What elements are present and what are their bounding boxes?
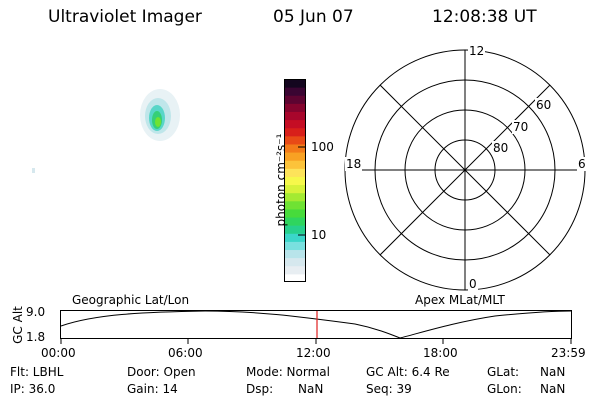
colorbar-stripe xyxy=(284,233,306,242)
timeline-plot xyxy=(60,310,572,344)
colorbar-stripe xyxy=(284,241,306,251)
colorbar xyxy=(284,79,306,282)
glon-value: NaN xyxy=(540,382,566,396)
timeline-right-title: Apex MLat/MLT xyxy=(415,293,505,307)
ip-info: IP: 36.0 xyxy=(10,382,56,396)
x-tick-label-1800: 18:00 xyxy=(423,346,458,360)
seq-info: Seq: 39 xyxy=(366,382,412,396)
polar-diagonal-2 xyxy=(379,84,551,256)
polar-lat-80: 80 xyxy=(492,141,510,155)
colorbar-tick-label-10: 10 xyxy=(311,228,327,242)
colorbar-stripe xyxy=(284,160,306,169)
colorbar-stripe xyxy=(284,168,306,177)
colorbar-stripe xyxy=(284,95,306,104)
glat-value: NaN xyxy=(540,365,566,379)
polar-mlt-6: 6 xyxy=(577,157,587,171)
mode-info: Mode: Normal xyxy=(246,365,330,379)
colorbar-stripe xyxy=(284,176,306,186)
colorbar-stripe xyxy=(284,135,306,145)
colorbar-stripe xyxy=(284,200,306,210)
colorbar-stripe xyxy=(284,119,306,129)
x-tick-label-2359: 23:59 xyxy=(551,346,586,360)
colorbar-frame xyxy=(284,79,306,282)
colorbar-stripe xyxy=(284,143,306,153)
colorbar-stripe xyxy=(284,217,306,226)
colorbar-stripe xyxy=(284,184,306,194)
polar-mlt-0: 0 xyxy=(468,277,478,291)
colorbar-stripe xyxy=(284,79,306,88)
colorbar-stripe xyxy=(284,249,306,259)
timeline-y-tick-max: 9.0 xyxy=(26,305,46,319)
gain-info: Gain: 14 xyxy=(127,382,178,396)
time-label: 12:08:38 UT xyxy=(432,7,537,27)
colorbar-tick-label-100: 100 xyxy=(311,140,334,154)
timeline-frame xyxy=(60,310,572,339)
gc-alt-curve xyxy=(60,310,572,339)
timeline-left-title: Geographic Lat/Lon xyxy=(72,293,190,307)
colorbar-stripe xyxy=(284,152,306,161)
date-label: 05 Jun 07 xyxy=(273,7,354,27)
colorbar-stripes xyxy=(284,79,306,282)
aurora-speck xyxy=(32,168,35,173)
colorbar-stripe xyxy=(284,265,306,275)
colorbar-stripe xyxy=(284,208,306,218)
polar-mlt-12: 12 xyxy=(468,44,486,58)
colorbar-stripe xyxy=(284,111,306,121)
auroral-image xyxy=(32,89,180,173)
glon-label: GLon: xyxy=(487,382,522,396)
polar-grid xyxy=(344,49,586,291)
polar-lat-60: 60 xyxy=(535,98,553,112)
filter-info: Flt: LBHL xyxy=(10,365,64,379)
colorbar-stripe xyxy=(284,225,306,234)
polar-lat-70: 70 xyxy=(512,120,530,134)
colorbar-stripe xyxy=(284,273,306,282)
x-tick-label-0600: 06:00 xyxy=(168,346,203,360)
door-info: Door: Open xyxy=(127,365,196,379)
dsp-label: Dsp: xyxy=(246,382,274,396)
colorbar-stripe xyxy=(284,127,306,137)
colorbar-stripe xyxy=(284,192,306,202)
timeline-y-tick-min: 1.8 xyxy=(26,330,46,344)
gc-alt-info: GC Alt: 6.4 Re xyxy=(366,365,450,379)
timeline-y-title: GC Alt xyxy=(11,306,25,344)
colorbar-stripe xyxy=(284,257,306,267)
glat-label: GLat: xyxy=(487,365,520,379)
colorbar-stripe xyxy=(284,103,306,112)
x-tick-label-0000: 00:00 xyxy=(41,346,76,360)
colorbar-unit-label: photon cm⁻²s⁻¹ xyxy=(274,133,288,227)
polar-mlt-18: 18 xyxy=(345,157,363,171)
dsp-value: NaN xyxy=(298,382,324,396)
x-tick-label-1200: 12:00 xyxy=(296,346,331,360)
colorbar-stripe xyxy=(284,87,306,96)
instrument-title: Ultraviolet Imager xyxy=(48,7,202,27)
aurora-blob xyxy=(140,89,180,141)
